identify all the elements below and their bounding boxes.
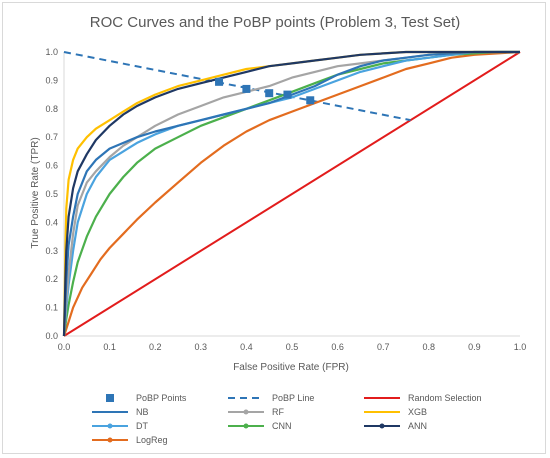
legend-label: PoBP Line (272, 393, 314, 403)
legend-label: RF (272, 407, 284, 417)
y-tick-label: 0.0 (45, 331, 58, 341)
legend-swatch-marker (107, 437, 113, 443)
plot-area (62, 50, 521, 337)
roc-line-nb (62, 50, 520, 337)
x-tick-label: 0.4 (240, 342, 253, 352)
y-tick-label: 0.1 (45, 303, 58, 313)
x-tick-label: 0.2 (149, 342, 162, 352)
chart-frame (2, 2, 546, 454)
legend-label: LogReg (136, 435, 168, 445)
legend-label: Random Selection (408, 393, 482, 403)
legend: PoBP Points PoBP Line Random Selection NB RF… (92, 393, 482, 445)
x-tick-label: 0.0 (58, 342, 71, 352)
axes: 0.0 0.1 0.2 0.3 0.4 0.5 0.6 0.7 0.8 0.9 1.0 0.0 0.1 0… (45, 47, 526, 352)
x-tick-label: 0.8 (423, 342, 436, 352)
pobp-point (283, 90, 292, 99)
y-tick-label: 0.4 (45, 217, 58, 227)
pobp-point (306, 96, 315, 105)
roc-line-logreg (62, 50, 521, 337)
legend-label: XGB (408, 407, 427, 417)
chart-title: ROC Curves and the PoBP points (Problem … (90, 14, 460, 31)
legend-swatch (106, 394, 114, 402)
random-selection-line (63, 51, 521, 337)
y-axis-title: True Positive Rate (TPR) (30, 137, 41, 248)
x-tick-label: 0.3 (195, 342, 208, 352)
x-tick-label: 0.5 (286, 342, 299, 352)
legend-label: PoBP Points (136, 393, 187, 403)
x-tick-label: 0.1 (103, 342, 116, 352)
x-tick-label: 1.0 (514, 342, 527, 352)
legend-swatch-marker (243, 409, 249, 415)
y-tick-label: 0.9 (45, 75, 58, 85)
y-tick-label: 0.5 (45, 189, 58, 199)
legend-label: DT (136, 421, 148, 431)
y-tick-label: 0.2 (45, 274, 58, 284)
x-tick-label: 0.7 (377, 342, 390, 352)
legend-swatch-marker (243, 423, 249, 429)
x-axis-title: False Positive Rate (FPR) (233, 362, 349, 373)
roc-line-ann (62, 50, 520, 337)
y-tick-label: 1.0 (45, 47, 58, 57)
legend-swatch-marker (379, 423, 385, 429)
y-tick-label: 0.6 (45, 161, 58, 171)
legend-label: ANN (408, 421, 427, 431)
legend-label: NB (136, 407, 149, 417)
legend-label: CNN (272, 421, 292, 431)
pobp-point (242, 84, 251, 93)
pobp-line (63, 51, 411, 122)
legend-swatch-marker (107, 423, 113, 429)
y-tick-label: 0.7 (45, 132, 58, 142)
x-tick-label: 0.9 (468, 342, 481, 352)
y-tick-label: 0.8 (45, 104, 58, 114)
pobp-point (265, 89, 274, 98)
x-tick-label: 0.6 (331, 342, 344, 352)
y-tick-label: 0.3 (45, 246, 58, 256)
pobp-point (215, 77, 224, 86)
